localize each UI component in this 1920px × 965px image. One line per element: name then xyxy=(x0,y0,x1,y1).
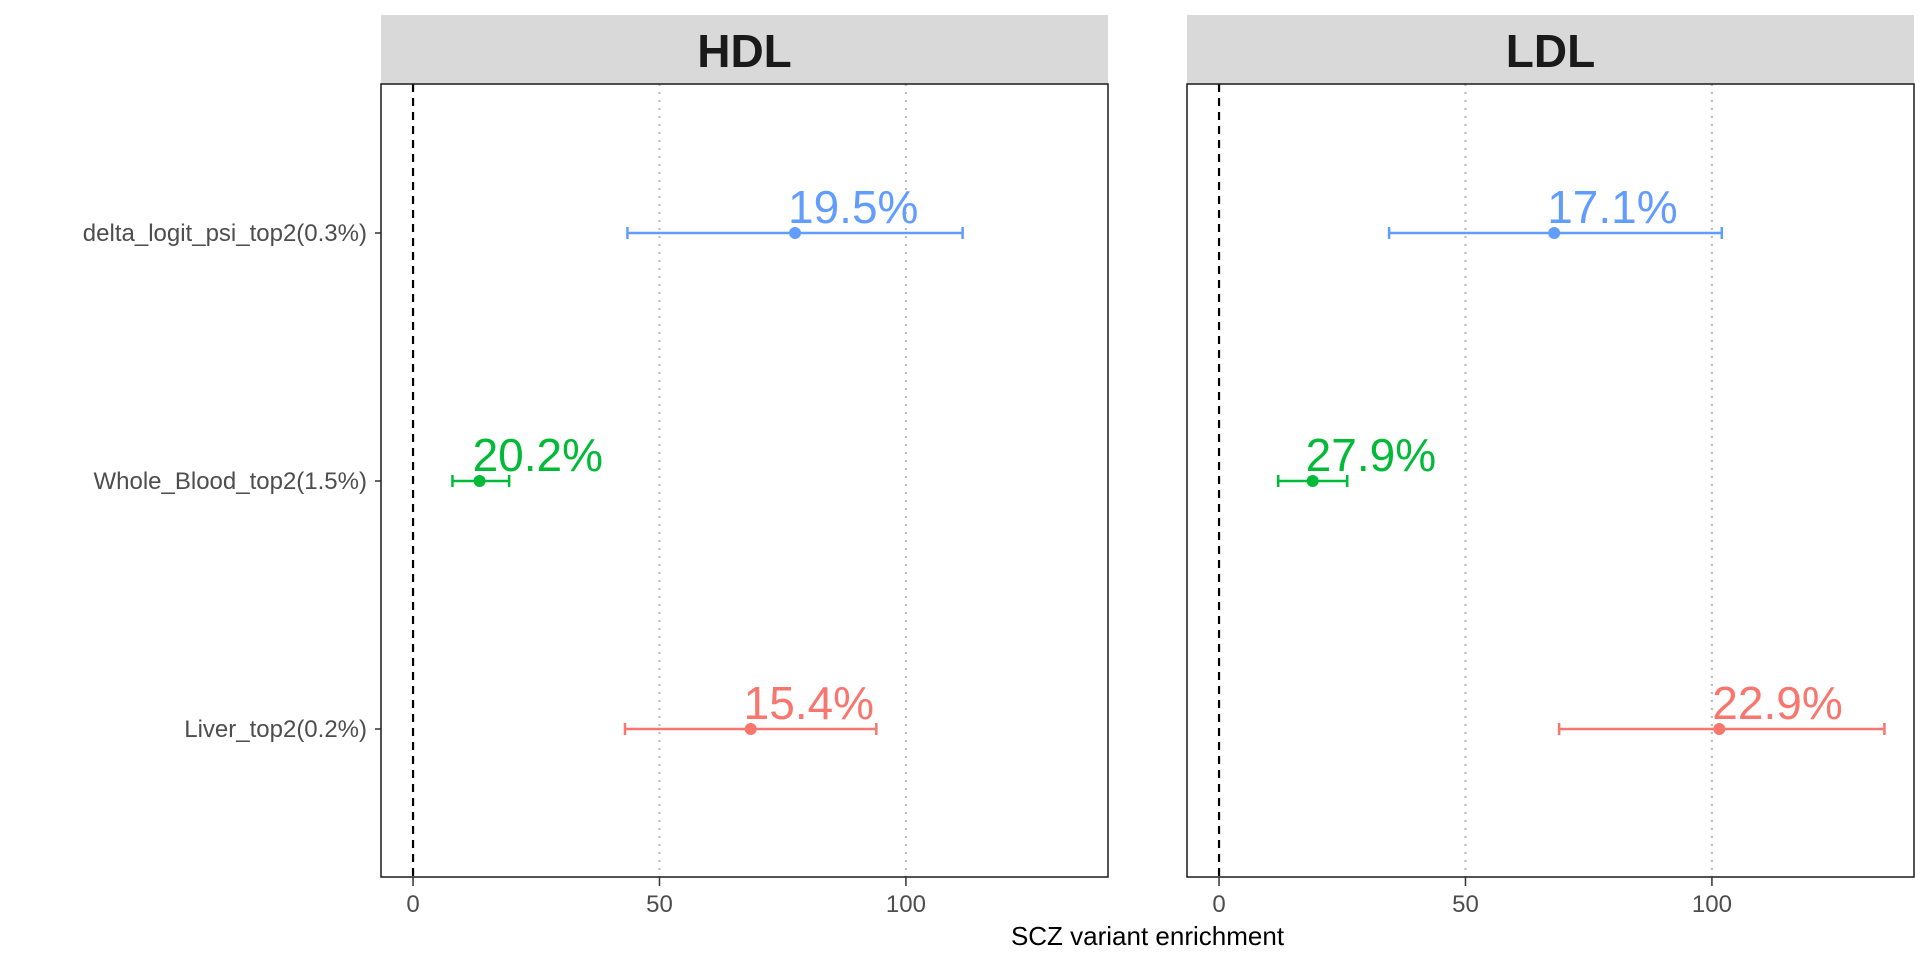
panel-border xyxy=(1186,83,1915,878)
point-estimate xyxy=(1306,475,1319,487)
panel-title: HDL xyxy=(697,25,792,77)
data-label: 19.5% xyxy=(788,181,918,233)
point-estimate xyxy=(744,723,757,735)
data-label: 22.9% xyxy=(1712,677,1842,729)
panel-strip xyxy=(381,15,1108,84)
point-estimate xyxy=(1548,227,1561,239)
point-estimate xyxy=(789,227,802,239)
x-tick-label: 100 xyxy=(1692,891,1732,918)
x-tick-label: 50 xyxy=(646,891,673,918)
data-label: 17.1% xyxy=(1547,181,1677,233)
panel-strip xyxy=(1187,15,1914,84)
y-tick-label: Whole_Blood_top2(1.5%) xyxy=(93,468,367,495)
data-label: 15.4% xyxy=(744,677,874,729)
x-tick-label: 0 xyxy=(1212,891,1225,918)
panel-title: LDL xyxy=(1506,25,1595,77)
point-estimate xyxy=(1713,723,1726,735)
x-tick-label: 0 xyxy=(406,891,419,918)
y-tick-label: delta_logit_psi_top2(0.3%) xyxy=(83,220,367,247)
x-axis-title: SCZ variant enrichment xyxy=(1011,921,1285,951)
panel-border xyxy=(380,83,1109,878)
data-label: 20.2% xyxy=(473,429,603,481)
y-tick-label: Liver_top2(0.2%) xyxy=(184,716,367,743)
point-estimate xyxy=(473,475,486,487)
x-tick-label: 50 xyxy=(1452,891,1479,918)
x-tick-label: 100 xyxy=(886,891,926,918)
data-label: 27.9% xyxy=(1306,429,1436,481)
